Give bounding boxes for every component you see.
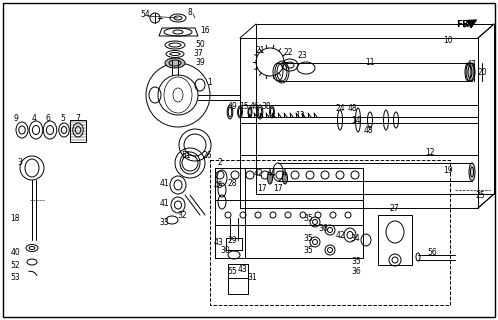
Bar [226,238,242,250]
Text: 24: 24 [335,103,345,113]
Text: 35: 35 [351,258,361,267]
Text: 42: 42 [335,230,345,239]
Text: 3: 3 [17,157,22,166]
Text: 50: 50 [195,39,205,49]
Text: 28: 28 [227,179,237,188]
Ellipse shape [466,63,474,81]
Text: 43: 43 [214,237,224,246]
Text: 37: 37 [193,49,203,58]
Text: 54: 54 [140,10,150,19]
Text: 23: 23 [297,51,307,60]
Ellipse shape [165,58,185,68]
Ellipse shape [469,163,475,181]
Text: 41: 41 [159,198,169,207]
Text: 31: 31 [247,274,257,283]
Text: 48: 48 [363,125,373,134]
Text: 36: 36 [318,223,328,233]
Text: 42: 42 [253,169,263,178]
Text: 27: 27 [389,204,399,212]
Text: 30: 30 [220,245,230,254]
Text: 39: 39 [195,58,205,67]
Text: 40: 40 [10,247,20,257]
Ellipse shape [267,172,272,184]
Text: 46: 46 [250,101,260,110]
Text: 36: 36 [351,268,361,276]
Ellipse shape [282,172,287,184]
Bar [378,215,412,265]
Text: 21: 21 [255,45,265,54]
Bar [210,160,450,305]
Text: 52: 52 [10,260,20,269]
Text: 35: 35 [303,234,313,243]
Text: 51: 51 [181,150,191,159]
Text: 14: 14 [351,116,361,124]
Text: 6: 6 [45,114,50,123]
Bar [215,168,363,258]
Text: 1: 1 [208,77,212,86]
Text: 11: 11 [365,58,375,67]
Text: 22: 22 [283,47,293,57]
Text: 2: 2 [218,157,223,166]
Text: 10: 10 [443,36,453,44]
Text: 13: 13 [295,110,305,119]
Text: 9: 9 [13,114,18,123]
Text: 35: 35 [303,213,313,222]
Text: 25: 25 [475,190,485,199]
Text: 19: 19 [443,165,453,174]
Bar [228,264,248,294]
Text: 16: 16 [200,26,210,35]
Text: 8: 8 [188,7,192,17]
Text: 34: 34 [350,234,360,243]
Text: 41: 41 [159,179,169,188]
Text: 55: 55 [227,268,237,276]
Bar [70,120,86,142]
Text: 32: 32 [177,211,187,220]
Text: 20: 20 [477,68,487,76]
Text: 35: 35 [303,245,313,254]
Text: 49: 49 [227,101,237,110]
Text: 53: 53 [10,274,20,283]
Text: 18: 18 [10,213,20,222]
Text: 43: 43 [237,266,247,275]
Text: 45: 45 [214,180,224,189]
Text: 26: 26 [202,150,212,159]
Text: 47: 47 [467,60,477,68]
Text: 17: 17 [257,183,267,193]
Text: 4: 4 [31,114,36,123]
Text: 38: 38 [261,101,271,110]
Text: 48: 48 [347,103,357,113]
Text: 15: 15 [239,101,249,110]
Text: 5: 5 [61,114,65,123]
Text: 7: 7 [76,114,81,123]
Text: 12: 12 [425,148,435,156]
Text: 4: 4 [281,169,286,178]
Text: 56: 56 [427,247,437,257]
Text: 17: 17 [273,183,283,193]
Text: 44: 44 [267,169,277,178]
Bar [215,168,245,258]
Text: 29: 29 [227,236,237,244]
Text: FR.: FR. [456,20,473,28]
Text: 33: 33 [159,218,169,227]
